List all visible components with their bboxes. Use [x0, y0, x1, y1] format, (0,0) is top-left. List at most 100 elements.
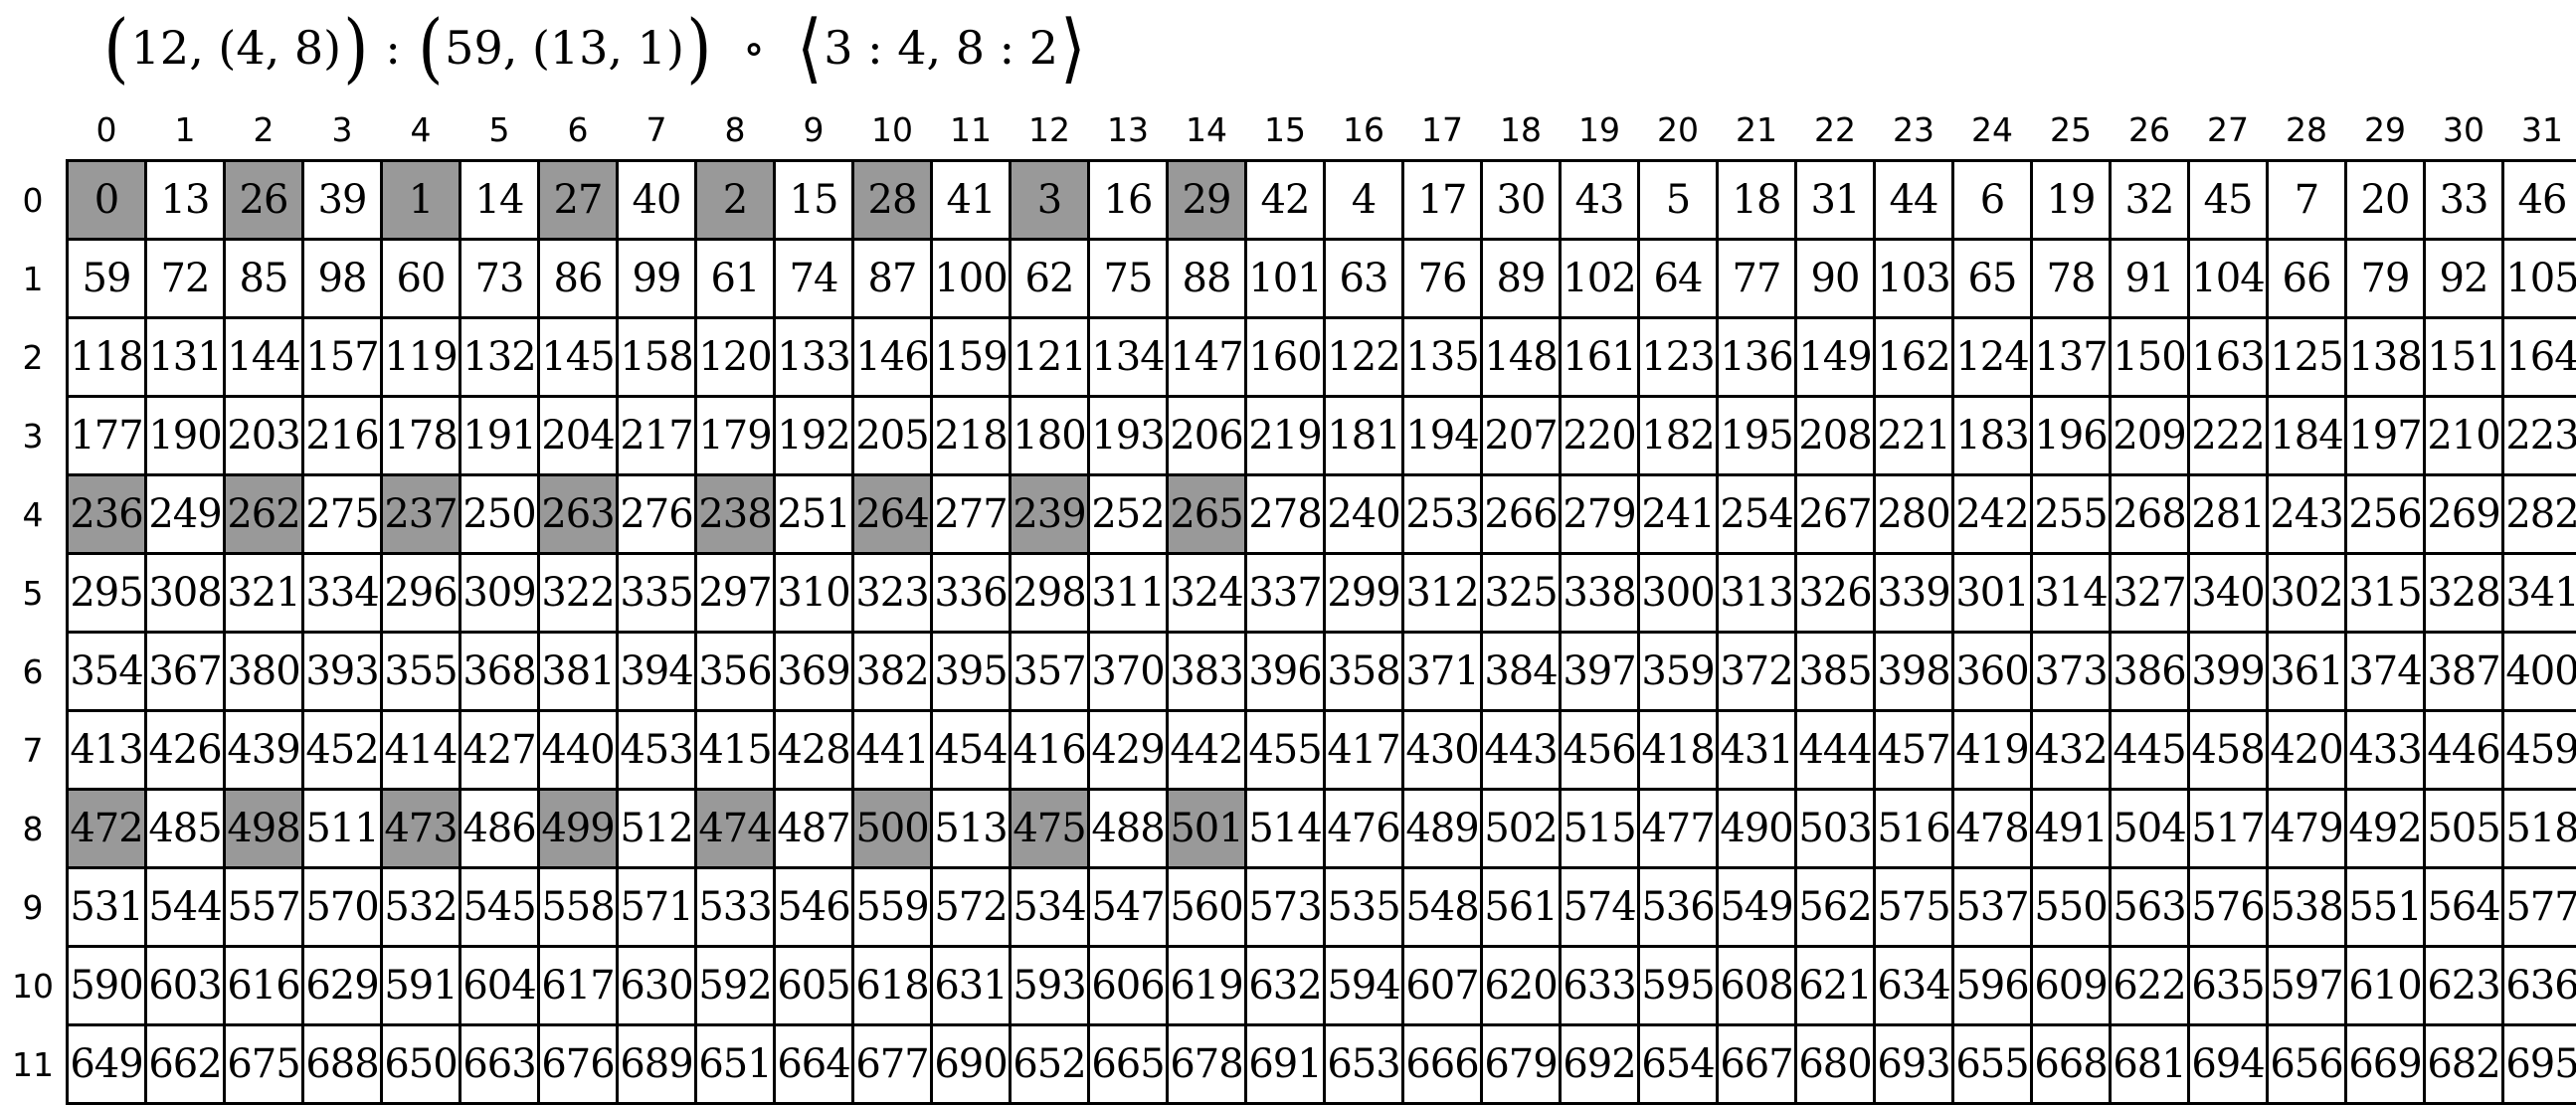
grid-cell: 594 [1325, 947, 1403, 1025]
grid-cell: 596 [1953, 947, 2032, 1025]
grid-cell: 488 [1089, 790, 1168, 868]
grid-cell: 593 [1011, 947, 1089, 1025]
grid-cell: 295 [68, 554, 146, 633]
grid-cell: 192 [775, 397, 853, 475]
grid-cell: 427 [460, 711, 539, 790]
grid-cell: 29 [1168, 161, 1246, 240]
grid-cell: 312 [1403, 554, 1482, 633]
grid-cell: 122 [1325, 318, 1403, 397]
grid-cell: 45 [2189, 161, 2268, 240]
column-header: 27 [2189, 99, 2268, 161]
grid-cell: 131 [146, 318, 225, 397]
grid-cell: 416 [1011, 711, 1089, 790]
grid-cell: 162 [1875, 318, 1953, 397]
grid-cell: 220 [1561, 397, 1639, 475]
grid-cell: 5 [1639, 161, 1718, 240]
grid-cell: 164 [2503, 318, 2576, 397]
grid-cell: 562 [1796, 868, 1875, 947]
grid-cell: 617 [539, 947, 618, 1025]
column-header: 18 [1482, 99, 1561, 161]
grid-cell: 368 [460, 633, 539, 711]
grid-cell: 516 [1875, 790, 1953, 868]
grid-cell: 359 [1639, 633, 1718, 711]
grid-cell: 361 [2268, 633, 2346, 711]
grid-cell: 278 [1246, 475, 1325, 554]
grid-cell: 418 [1639, 711, 1718, 790]
grid-cell: 242 [1953, 475, 2032, 554]
grid-cell: 452 [303, 711, 382, 790]
grid-cell: 652 [1011, 1025, 1089, 1104]
grid-cell: 105 [2503, 240, 2576, 318]
grid-cell: 399 [2189, 633, 2268, 711]
grid-cell: 400 [2503, 633, 2576, 711]
grid-cell: 380 [225, 633, 303, 711]
grid-cell: 654 [1639, 1025, 1718, 1104]
grid-cell: 690 [932, 1025, 1011, 1104]
grid-cell: 327 [2111, 554, 2189, 633]
grid-cell: 653 [1325, 1025, 1403, 1104]
grid-cell: 144 [225, 318, 303, 397]
grid-cell: 104 [2189, 240, 2268, 318]
grid-cell: 87 [853, 240, 932, 318]
grid-cell: 121 [1011, 318, 1089, 397]
grid-cell: 536 [1639, 868, 1718, 947]
grid-cell: 456 [1561, 711, 1639, 790]
grid-cell: 564 [2425, 868, 2503, 947]
grid-cell: 387 [2425, 633, 2503, 711]
column-header: 7 [618, 99, 696, 161]
grid-cell: 664 [775, 1025, 853, 1104]
grid-cell: 431 [1718, 711, 1796, 790]
grid-cell: 280 [1875, 475, 1953, 554]
grid-cell: 680 [1796, 1025, 1875, 1104]
grid-cell: 250 [460, 475, 539, 554]
grid-cell: 491 [2032, 790, 2111, 868]
grid-cell: 313 [1718, 554, 1796, 633]
column-header: 30 [2425, 99, 2503, 161]
grid-cell: 426 [146, 711, 225, 790]
grid-cell: 137 [2032, 318, 2111, 397]
grid-cell: 679 [1482, 1025, 1561, 1104]
grid-cell: 355 [382, 633, 460, 711]
grid-cell: 151 [2425, 318, 2503, 397]
column-header: 20 [1639, 99, 1718, 161]
grid-cell: 538 [2268, 868, 2346, 947]
grid-cell: 65 [1953, 240, 2032, 318]
grid-cell: 282 [2503, 475, 2576, 554]
grid-cell: 26 [225, 161, 303, 240]
grid-cell: 123 [1639, 318, 1718, 397]
grid-cell: 297 [696, 554, 775, 633]
column-header: 3 [303, 99, 382, 161]
grid-cell: 103 [1875, 240, 1953, 318]
grid-cell: 183 [1953, 397, 2032, 475]
grid-cell: 577 [2503, 868, 2576, 947]
grid-cell: 688 [303, 1025, 382, 1104]
grid-cell: 119 [382, 318, 460, 397]
grid-cell: 181 [1325, 397, 1403, 475]
grid-cell: 415 [696, 711, 775, 790]
grid-cell: 489 [1403, 790, 1482, 868]
grid-cell: 76 [1403, 240, 1482, 318]
grid-cell: 665 [1089, 1025, 1168, 1104]
grid-cell: 30 [1482, 161, 1561, 240]
title-delimiter: ⟨ [797, 14, 822, 82]
grid-cell: 101 [1246, 240, 1325, 318]
grid-cell: 455 [1246, 711, 1325, 790]
grid-cell: 163 [2189, 318, 2268, 397]
grid-cell: 208 [1796, 397, 1875, 475]
grid-cell: 609 [2032, 947, 2111, 1025]
grid-cell: 382 [853, 633, 932, 711]
grid-cell: 6 [1953, 161, 2032, 240]
grid-cell: 608 [1718, 947, 1796, 1025]
grid-cell: 563 [2111, 868, 2189, 947]
grid-cell: 322 [539, 554, 618, 633]
grid-cell: 147 [1168, 318, 1246, 397]
column-header: 10 [853, 99, 932, 161]
grid-cell: 689 [618, 1025, 696, 1104]
grid-cell: 550 [2032, 868, 2111, 947]
grid-cell: 572 [932, 868, 1011, 947]
grid-cell: 15 [775, 161, 853, 240]
